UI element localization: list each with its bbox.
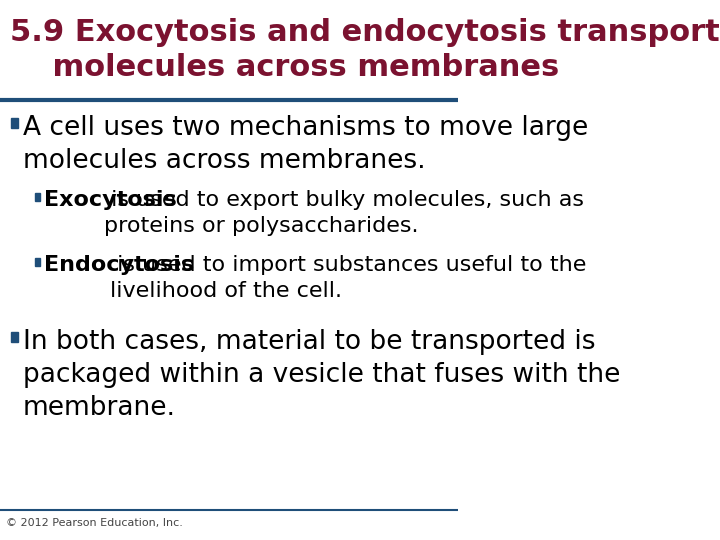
Bar	[12, 332, 18, 342]
Text: A cell uses two mechanisms to move large
molecules across membranes.: A cell uses two mechanisms to move large…	[23, 115, 588, 174]
Text: Exocytosis: Exocytosis	[44, 190, 176, 210]
Text: Endocytosis: Endocytosis	[44, 255, 194, 275]
Text: In both cases, material to be transported is
packaged within a vesicle that fuse: In both cases, material to be transporte…	[23, 329, 620, 421]
Bar	[12, 118, 18, 128]
Text: is used to import substances useful to the
livelihood of the cell.: is used to import substances useful to t…	[110, 255, 587, 301]
Bar	[35, 258, 40, 266]
Text: is used to export bulky molecules, such as
proteins or polysaccharides.: is used to export bulky molecules, such …	[104, 190, 584, 235]
Text: 5.9 Exocytosis and endocytosis transport large
    molecules across membranes: 5.9 Exocytosis and endocytosis transport…	[9, 18, 720, 82]
Text: © 2012 Pearson Education, Inc.: © 2012 Pearson Education, Inc.	[6, 518, 183, 528]
Bar	[35, 193, 40, 201]
